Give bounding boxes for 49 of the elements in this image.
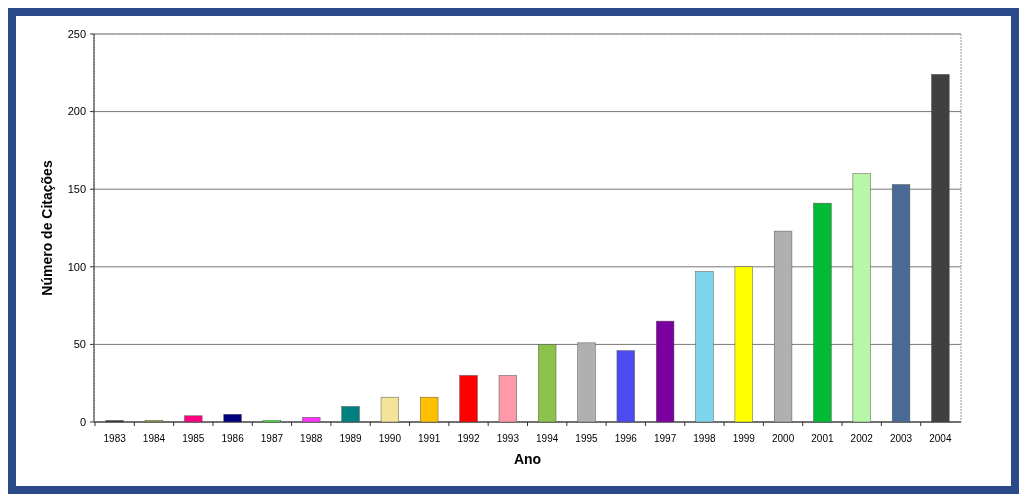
x-tick-label: 1993 (496, 433, 520, 444)
y-tick-label: 250 (67, 27, 86, 40)
bar (695, 271, 714, 423)
x-tick-label: 1994 (536, 433, 559, 444)
x-tick-label: 1999 (732, 433, 756, 444)
x-tick-label: 1992 (457, 433, 481, 444)
bar (734, 266, 753, 423)
bar (891, 184, 911, 423)
x-tick-label: 1995 (575, 433, 599, 444)
bar (380, 396, 399, 423)
bar (341, 406, 360, 423)
bar (498, 375, 517, 423)
x-tick-label: 1997 (653, 433, 677, 444)
y-tick-label: 100 (67, 260, 86, 273)
y-axis-title: Número de Citações (39, 160, 55, 296)
bar (616, 350, 635, 423)
bar (223, 413, 242, 423)
y-tick-label: 200 (67, 105, 86, 118)
bar (420, 396, 439, 423)
x-tick-label: 2002 (850, 433, 874, 444)
x-tick-label: 1990 (378, 433, 402, 444)
bar (459, 375, 478, 423)
x-tick-label: 1991 (418, 433, 441, 444)
bar (302, 417, 321, 423)
bar (577, 342, 596, 423)
bar (931, 74, 950, 423)
x-tick-label: 1998 (693, 433, 716, 444)
bar (813, 202, 832, 423)
y-tick-label: 50 (73, 338, 86, 351)
x-tick-label: 1986 (221, 433, 245, 444)
x-tick-label: 1987 (260, 433, 284, 444)
bar (773, 230, 793, 423)
x-tick-label: 2003 (889, 433, 913, 444)
bar (656, 320, 675, 423)
x-tick-label: 2004 (929, 433, 952, 444)
y-tick-label: 0 (79, 415, 86, 428)
x-tick-label: 1984 (142, 433, 166, 444)
x-tick-label: 1996 (614, 433, 638, 444)
bar (538, 344, 557, 423)
x-tick-label: 1988 (300, 433, 323, 444)
x-tick-label: 1985 (182, 433, 205, 444)
y-tick-label: 150 (67, 183, 86, 196)
x-tick-label: 2001 (811, 433, 834, 444)
x-tick-label: 1989 (339, 433, 363, 444)
x-tick-label: 2000 (771, 433, 795, 444)
bar (852, 173, 871, 423)
bar (184, 415, 203, 423)
x-tick-label: 1983 (103, 433, 127, 444)
x-axis-title: Ano (513, 451, 542, 467)
